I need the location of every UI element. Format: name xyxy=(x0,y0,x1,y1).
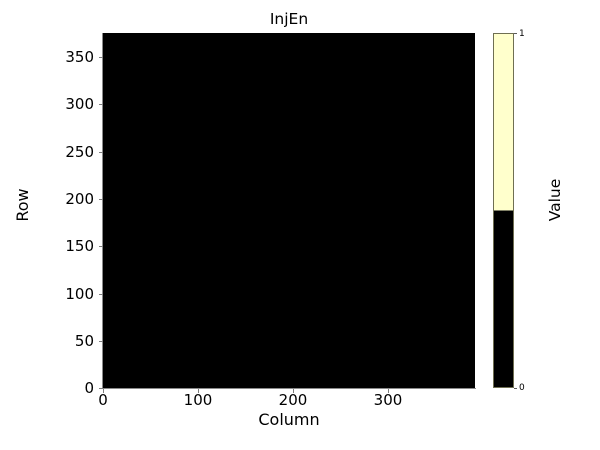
colorbar-label: Value xyxy=(546,178,564,222)
y-tick-label: 150 xyxy=(65,237,94,255)
colorbar-tick-mark xyxy=(514,388,517,389)
y-tick-label: 200 xyxy=(65,190,94,208)
y-tick-label: 350 xyxy=(65,48,94,66)
colorbar-tick-label: 0 xyxy=(519,383,525,393)
x-tick-mark xyxy=(198,389,199,393)
y-tick-mark xyxy=(99,294,103,295)
chart-title: InjEn xyxy=(269,10,309,28)
colorbar-tick-mark xyxy=(514,33,517,34)
x-tick-mark xyxy=(293,389,294,393)
y-tick-mark xyxy=(99,57,103,58)
x-tick-label: 100 xyxy=(183,391,213,409)
colorbar-gradient xyxy=(494,34,513,387)
y-tick-label: 0 xyxy=(84,379,94,397)
y-tick-mark xyxy=(99,246,103,247)
y-tick-label: 100 xyxy=(65,285,94,303)
y-tick-mark xyxy=(99,341,103,342)
colorbar[interactable] xyxy=(493,33,514,388)
x-tick-label: 0 xyxy=(98,391,108,409)
x-tick-label: 300 xyxy=(373,391,403,409)
y-tick-mark xyxy=(99,152,103,153)
heatmap-image xyxy=(103,33,475,388)
axis-spine-left xyxy=(102,33,103,389)
x-tick-mark xyxy=(388,389,389,393)
y-tick-mark xyxy=(99,388,103,389)
axis-spine-bottom xyxy=(103,388,476,389)
y-tick-label: 50 xyxy=(74,332,94,350)
y-axis-label: Row xyxy=(13,188,32,222)
heatmap-plot-area[interactable] xyxy=(103,33,475,388)
y-tick-label: 300 xyxy=(65,95,94,113)
y-tick-label: 250 xyxy=(65,143,94,161)
x-tick-label: 200 xyxy=(278,391,308,409)
y-tick-mark xyxy=(99,199,103,200)
x-tick-mark xyxy=(103,389,104,393)
colorbar-tick-label: 1 xyxy=(519,29,525,39)
x-axis-label: Column xyxy=(258,410,320,429)
y-tick-mark xyxy=(99,104,103,105)
